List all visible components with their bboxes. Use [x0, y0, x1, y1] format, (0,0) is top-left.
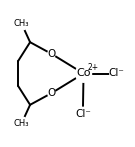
- Circle shape: [15, 117, 28, 131]
- Circle shape: [48, 89, 55, 97]
- Text: O: O: [47, 88, 56, 98]
- Circle shape: [110, 66, 123, 81]
- Text: Co: Co: [76, 69, 91, 78]
- Circle shape: [15, 16, 28, 30]
- Circle shape: [75, 65, 92, 82]
- Circle shape: [48, 50, 55, 58]
- Text: O: O: [47, 49, 56, 59]
- Text: 2+: 2+: [88, 63, 99, 72]
- Text: CH₃: CH₃: [14, 19, 29, 28]
- Circle shape: [76, 107, 89, 121]
- Text: Cl⁻: Cl⁻: [108, 69, 124, 78]
- Text: Cl⁻: Cl⁻: [75, 109, 91, 119]
- Text: CH₃: CH₃: [14, 119, 29, 128]
